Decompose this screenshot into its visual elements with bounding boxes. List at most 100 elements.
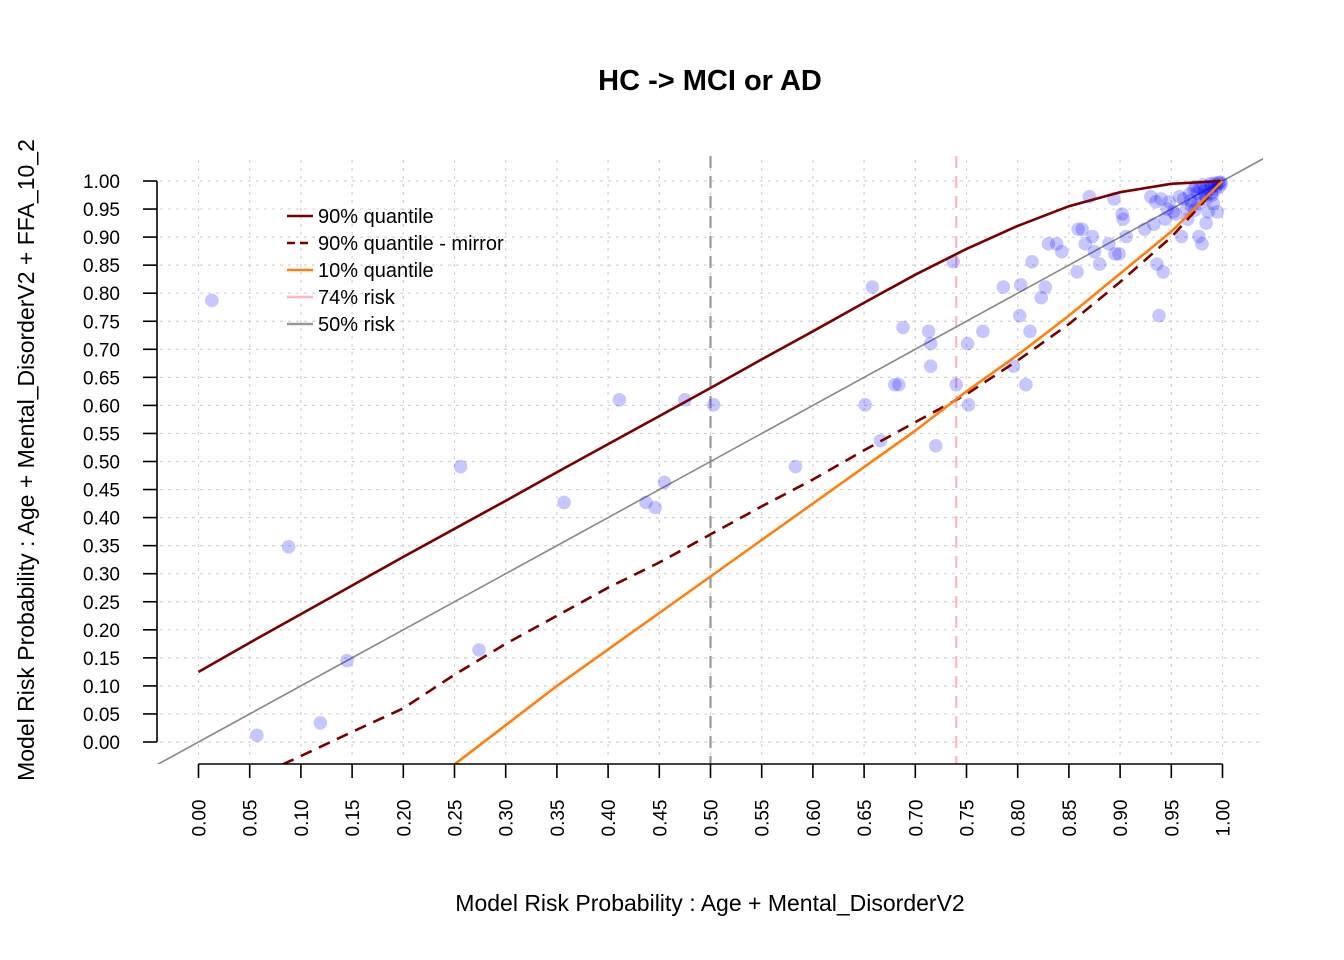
chart-title: HC -> MCI or AD (598, 65, 822, 97)
data-point (961, 398, 976, 412)
data-point (865, 280, 880, 294)
data-point (1013, 277, 1028, 292)
y-tick-label: 0.30 (83, 565, 120, 586)
y-tick-label: 0.65 (83, 368, 120, 389)
x-tick-label: 0.20 (394, 800, 415, 837)
y-tick-label: 0.95 (83, 200, 120, 221)
y-tick-label: 0.15 (83, 649, 120, 670)
data-point (1156, 265, 1170, 279)
data-point (1054, 244, 1069, 259)
y-tick-label: 1.00 (83, 172, 120, 193)
data-point (1108, 247, 1122, 261)
data-point (1166, 205, 1181, 219)
data-point (858, 398, 872, 412)
data-point (1149, 194, 1163, 209)
x-tick-label: 0.50 (702, 800, 723, 837)
data-point (1112, 247, 1126, 261)
series-line-10-quantile (453, 180, 1224, 764)
x-axis-label: Model Risk Probability : Age + Mental_Di… (455, 890, 964, 916)
data-point (1160, 202, 1175, 216)
y-axis: 0.00 0.05 0.10 0.15 0.20 0.25 0.30 0.35 0.40 0.45… (83, 172, 158, 754)
x-tick-label: 0.95 (1162, 800, 1183, 837)
reference-lines (157, 156, 1263, 764)
data-point (472, 643, 486, 657)
data-point (1078, 237, 1093, 251)
series-lines (197, 179, 1224, 764)
y-tick-label: 0.40 (83, 509, 120, 530)
data-point (1205, 188, 1220, 202)
y-tick-label: 0.35 (83, 537, 120, 558)
x-tick-label: 0.05 (241, 800, 262, 837)
data-point (1168, 207, 1183, 221)
data-point (996, 280, 1011, 294)
data-point (928, 438, 943, 453)
data-point (1162, 194, 1177, 209)
x-tick-label: 0.90 (1111, 800, 1132, 837)
data-point (1210, 205, 1225, 219)
data-point (1174, 229, 1189, 244)
data-point (1152, 308, 1166, 323)
data-point (1154, 192, 1168, 206)
data-point (892, 377, 906, 392)
data-point (896, 320, 910, 335)
data-point (1201, 205, 1215, 219)
data-point (1049, 237, 1064, 251)
data-point (706, 398, 721, 412)
data-point (1176, 192, 1191, 206)
x-tick-label: 0.80 (1009, 800, 1030, 837)
x-tick-label: 0.45 (650, 800, 671, 837)
data-point (1116, 212, 1130, 226)
data-point (340, 653, 354, 668)
data-point (250, 728, 264, 743)
data-point (657, 475, 672, 490)
legend-label: 50% risk (318, 314, 396, 336)
data-point (1075, 222, 1090, 237)
x-tick-label: 0.15 (343, 800, 364, 837)
y-tick-label: 0.10 (83, 677, 120, 698)
data-point (1158, 212, 1172, 226)
y-tick-label: 0.25 (83, 593, 120, 614)
data-point (1198, 188, 1212, 202)
data-point (1092, 257, 1107, 271)
series-line-90-quantile-mirror (282, 180, 1224, 764)
data-point (1206, 196, 1221, 211)
series-line-90-quantile (197, 179, 1223, 674)
data-point (453, 459, 468, 474)
data-point (1025, 254, 1039, 269)
data-point (1195, 237, 1209, 251)
x-tick-label: 0.85 (1060, 800, 1081, 837)
x-tick-label: 0.55 (753, 800, 774, 837)
data-point (1183, 193, 1198, 208)
y-tick-label: 0.00 (83, 733, 120, 754)
data-points (205, 175, 1229, 743)
data-point (1202, 182, 1216, 197)
y-tick-label: 0.85 (83, 256, 120, 277)
x-tick-label: 0.65 (855, 800, 876, 837)
legend-label: 90% quantile (318, 206, 434, 228)
data-point (923, 336, 938, 351)
data-point (1190, 186, 1204, 201)
data-point (949, 377, 964, 392)
x-tick-label: 0.00 (190, 800, 211, 837)
data-point (1172, 189, 1187, 204)
data-point (1193, 180, 1207, 195)
x-tick-label: 0.30 (497, 800, 518, 837)
reference-line-identity (157, 157, 1263, 764)
data-point (1182, 187, 1197, 201)
x-tick-label: 0.70 (906, 800, 927, 837)
y-tick-label: 0.50 (83, 453, 120, 474)
data-point (1211, 175, 1226, 190)
x-tick-label: 0.10 (292, 800, 313, 837)
y-tick-label: 0.05 (83, 705, 120, 726)
data-point (976, 324, 990, 339)
data-point (1147, 217, 1161, 231)
data-point (788, 459, 803, 474)
data-point (1144, 189, 1158, 204)
y-tick-label: 0.55 (83, 424, 120, 445)
data-point (639, 495, 653, 510)
data-point (1192, 229, 1206, 244)
data-point (1137, 222, 1152, 237)
data-point (1187, 182, 1201, 197)
data-point (1102, 237, 1116, 251)
